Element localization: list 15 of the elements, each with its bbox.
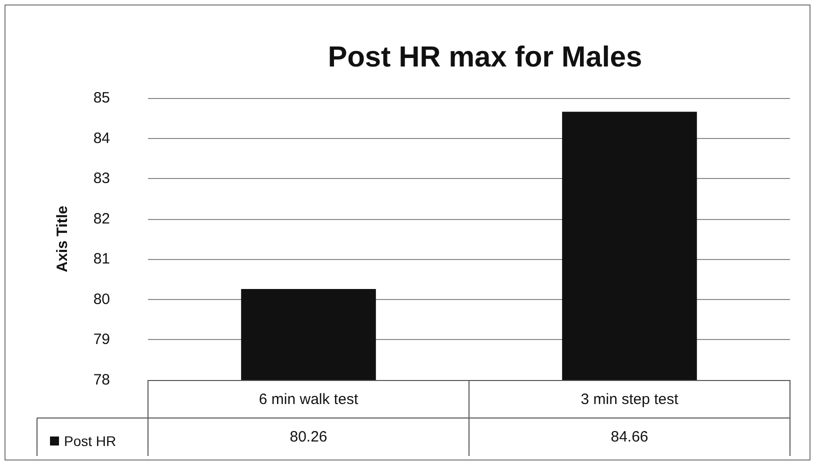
y-tick-label: 85 (93, 90, 110, 106)
legend-label: Post HR (64, 433, 116, 449)
data-label: 84.66 (610, 428, 648, 446)
y-tick-label: 82 (93, 210, 110, 228)
x-tick-label: 3 min step test (580, 391, 680, 408)
chart-title: Post HR max for Males (328, 42, 642, 74)
data-label: 80.26 (290, 428, 328, 446)
x-tick-label: 6 min walk test (258, 391, 359, 408)
y-tick-label: 81 (93, 250, 110, 268)
y-tick-label: 79 (93, 331, 110, 348)
y-tick-label: 84 (93, 130, 110, 147)
y-axis-title: Axis Title (54, 206, 71, 272)
y-tick-label: 80 (93, 290, 110, 308)
y-tick-label: 78 (93, 372, 110, 388)
y-tick-label: 83 (93, 170, 110, 188)
